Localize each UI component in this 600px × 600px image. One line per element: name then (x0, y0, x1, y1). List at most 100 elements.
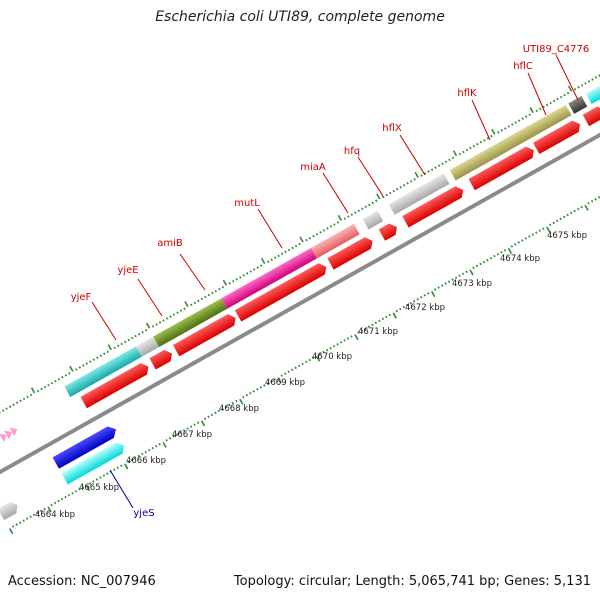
gene-label-hflX[interactable]: hflX (382, 123, 402, 134)
gene-label-miaA[interactable]: miaA (300, 162, 326, 173)
gene-label-UTI89_C4776[interactable]: UTI89_C4776 (523, 44, 590, 55)
gene-amiB-bar[interactable] (153, 298, 228, 348)
major-tick (546, 226, 551, 233)
gene-yjeF-bar[interactable] (64, 346, 142, 397)
major-tick (69, 365, 74, 372)
minor-tick (322, 350, 325, 354)
minor-tick (569, 211, 573, 215)
minor-tick (22, 519, 25, 522)
minor-tick (368, 203, 371, 207)
minor-tick (504, 127, 507, 130)
cds-arrow-yjeF[interactable] (80, 361, 152, 409)
minor-tick (189, 425, 193, 428)
minor-tick (562, 215, 566, 219)
minor-tick (311, 356, 315, 360)
minor-tick (211, 291, 214, 295)
minor-tick (266, 382, 269, 385)
minor-tick (106, 350, 109, 354)
minor-tick (490, 135, 493, 138)
minor-tick (389, 191, 392, 195)
minor-tick (1, 409, 5, 412)
cds-arrow-amiB[interactable] (172, 312, 239, 357)
gene-yjeE-bar[interactable] (135, 336, 160, 357)
minor-tick (172, 435, 175, 438)
major-tick (85, 484, 91, 491)
minor-tick (172, 313, 176, 316)
minor-tick (103, 352, 106, 356)
major-tick (529, 107, 534, 114)
cds-arrow-hflC[interactable] (533, 118, 583, 155)
minor-tick (420, 174, 423, 177)
gene-left-edge-bar[interactable] (0, 500, 21, 521)
minor-tick (277, 254, 280, 258)
minor-tick (430, 168, 434, 171)
ruler-label: 4669 kbp (265, 378, 305, 388)
minor-tick (294, 244, 298, 248)
gene-label-yjeS[interactable]: yjeS (133, 508, 154, 519)
minor-tick (12, 525, 15, 528)
gene-UTI89_C4776-bar[interactable] (568, 96, 588, 114)
minor-tick (514, 243, 517, 246)
gene-label-amiB[interactable]: amiB (157, 238, 183, 249)
cds-arrow-left-edge[interactable] (0, 445, 1, 470)
gene-label-yjeE[interactable]: yjeE (117, 265, 138, 276)
gene-hflX-bar[interactable] (388, 173, 450, 215)
minor-tick (521, 117, 524, 120)
gene-hflK-bar[interactable] (449, 104, 572, 181)
gene-yjeS-bar[interactable] (61, 440, 127, 485)
minor-tick (291, 246, 294, 250)
minor-tick (158, 321, 162, 324)
minor-tick (113, 468, 116, 471)
ruler-label: 4665 kbp (79, 483, 119, 493)
leader-line (109, 469, 134, 509)
minor-tick (165, 317, 169, 320)
minor-tick (200, 297, 204, 301)
minor-tick (538, 107, 542, 111)
minor-tick (447, 280, 451, 283)
minor-tick (525, 115, 528, 118)
ruler-label: 4670 kbp (312, 352, 352, 362)
minor-tick (308, 358, 311, 362)
cds-arrow-hfq[interactable] (378, 221, 400, 241)
minor-tick (64, 495, 67, 499)
minor-tick (280, 252, 284, 256)
minor-tick (287, 248, 291, 252)
minor-tick (367, 325, 371, 328)
gene-label-hflK[interactable]: hflK (457, 88, 477, 99)
cds-arrow-hflK[interactable] (468, 144, 537, 191)
gene-miaA-bar[interactable] (311, 223, 360, 259)
cds-arrow-miaA[interactable] (327, 235, 375, 270)
minor-tick (409, 180, 413, 183)
minor-tick (232, 280, 235, 283)
minor-tick (318, 352, 322, 356)
cds-arrow-mutL[interactable] (234, 261, 329, 322)
gene-label-hflC[interactable]: hflC (513, 61, 533, 72)
major-tick (124, 463, 129, 470)
minor-tick (458, 152, 462, 156)
small-feature-marker (4, 430, 12, 440)
gene-next-bar[interactable] (585, 72, 600, 105)
minor-tick (165, 439, 168, 442)
cds-arrow-hflX[interactable] (402, 184, 466, 228)
gene-label-yjeF[interactable]: yjeF (71, 292, 92, 303)
gene-label-mutL[interactable]: mutL (234, 198, 260, 209)
minor-tick (364, 327, 367, 330)
minor-tick (517, 241, 521, 244)
gene-unnamed-blue-bar[interactable] (52, 424, 120, 469)
gene-hfq-bar[interactable] (362, 210, 384, 230)
minor-tick (154, 444, 158, 448)
major-tick (452, 150, 458, 157)
gene-label-hfq[interactable]: hfq (344, 146, 360, 157)
minor-tick (496, 252, 500, 256)
gene-mutL-bar[interactable] (221, 247, 317, 309)
minor-tick (203, 417, 207, 421)
cds-arrow-yjeE[interactable] (149, 347, 175, 370)
minor-tick (336, 343, 339, 346)
minor-tick (472, 266, 475, 270)
leader-line (527, 72, 547, 116)
minor-tick (573, 209, 576, 213)
minor-tick (549, 101, 552, 105)
minor-tick (556, 219, 559, 223)
minor-tick (75, 368, 78, 371)
